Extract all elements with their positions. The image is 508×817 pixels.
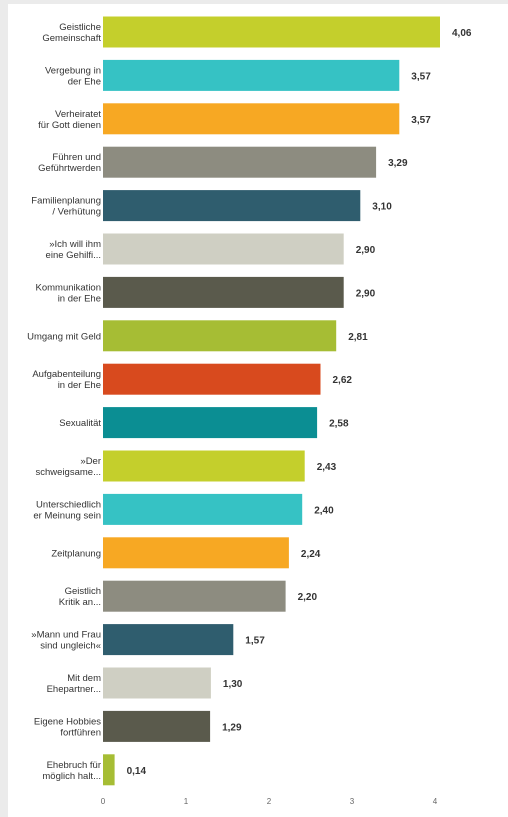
- category-label: Eigene Hobbies fortführen: [34, 716, 101, 738]
- category-label: Aufgabenteilung in der Ehe: [32, 369, 101, 391]
- bar-chart: Geistliche Gemeinschaft 4,06 Vergebung in de…: [27, 16, 472, 806]
- bar-5: [103, 190, 361, 222]
- x-tick-label: 3: [350, 797, 355, 806]
- category-label: Geistliche Gemeinschaft: [42, 22, 101, 44]
- bar-15: [103, 624, 234, 656]
- bar-17: [103, 710, 211, 742]
- category-label: Geistlich Kritik an...: [59, 586, 101, 608]
- bar-14: [103, 580, 286, 612]
- value-label: 2,90: [356, 245, 376, 256]
- category-label: »Mann und Frau sind ungleich«: [31, 630, 101, 652]
- x-tick-label: 1: [184, 797, 189, 806]
- category-label: Umgang mit Geld: [27, 331, 101, 342]
- value-label: 3,57: [411, 71, 431, 82]
- bar-4: [103, 146, 377, 178]
- value-label: 2,40: [314, 505, 334, 516]
- bar-3: [103, 103, 400, 135]
- value-label: 2,81: [348, 332, 368, 343]
- bar-11: [103, 450, 305, 482]
- category-label: Kommunikation in der Ehe: [36, 282, 101, 304]
- bar-9: [103, 363, 321, 395]
- value-label: 1,57: [245, 636, 265, 647]
- value-label: 3,29: [388, 158, 408, 169]
- category-label: »Ich will ihm eine Gehilfi...: [46, 239, 102, 261]
- bar-8: [103, 320, 337, 352]
- category-label: Familienplanung / Verhütung: [31, 196, 101, 218]
- bar-18: [103, 754, 115, 786]
- value-label: 0,14: [127, 766, 147, 777]
- value-label: 2,62: [333, 375, 353, 386]
- bar-13: [103, 537, 289, 569]
- value-label: 2,43: [317, 462, 337, 473]
- value-label: 2,90: [356, 288, 376, 299]
- value-label: 3,57: [411, 115, 431, 126]
- x-tick-label: 0: [101, 797, 106, 806]
- value-label: 1,30: [223, 679, 243, 690]
- category-label: Vergebung in der Ehe: [45, 65, 101, 87]
- value-label: 2,24: [301, 549, 321, 560]
- value-label: 1,29: [222, 722, 242, 733]
- chart-panel: Geistliche Gemeinschaft 4,06 Vergebung in de…: [8, 4, 508, 817]
- bar-1: [103, 16, 440, 48]
- category-label: Führen und Geführtwerden: [38, 152, 101, 174]
- category-label: Verheiratet für Gott dienen: [38, 109, 101, 131]
- category-label: Ehebruch für möglich halt...: [42, 760, 101, 782]
- bar-10: [103, 407, 318, 439]
- value-label: 3,10: [372, 202, 392, 213]
- x-tick-label: 2: [267, 797, 272, 806]
- bar-6: [103, 233, 344, 265]
- category-label: Mit dem Ehepartner...: [47, 673, 101, 695]
- category-label: Zeitplanung: [51, 548, 101, 559]
- bar-2: [103, 59, 400, 91]
- value-label: 2,20: [298, 592, 318, 603]
- x-tick-label: 4: [433, 797, 438, 806]
- category-label: Unterschiedlich er Meinung sein: [33, 499, 101, 521]
- bar-16: [103, 667, 211, 699]
- bar-12: [103, 493, 303, 525]
- value-label: 4,06: [452, 28, 472, 39]
- category-label: »Der schweigsame...: [36, 456, 101, 478]
- category-label: Sexualität: [59, 418, 101, 429]
- bar-7: [103, 276, 344, 308]
- value-label: 2,58: [329, 419, 349, 430]
